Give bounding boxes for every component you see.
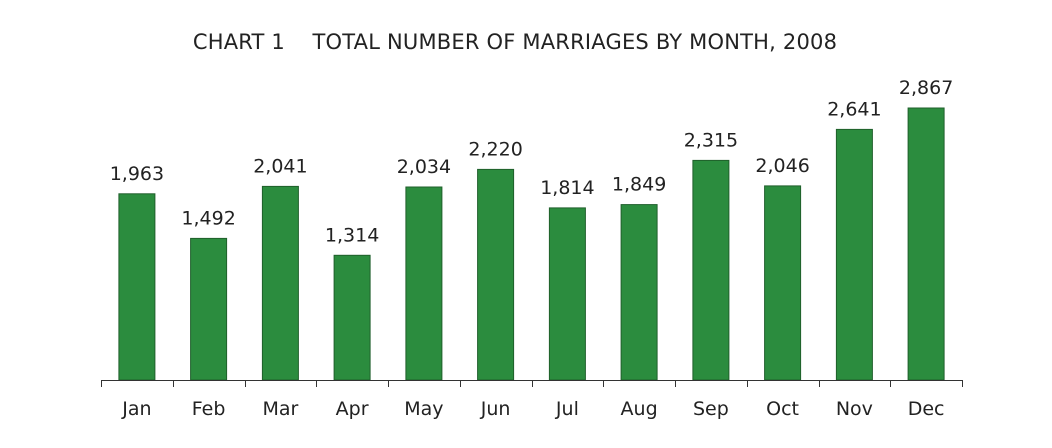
bar-value-label: 1,963 (110, 163, 164, 185)
x-tick-label: Jun (480, 398, 511, 420)
bars-group (118, 107, 945, 381)
x-tick-label: Oct (766, 398, 799, 420)
bar-nov (835, 128, 873, 381)
labels-group: 1,963 Jan 1,492 Feb 2,041 Mar 1,314 Apr 2,034 May… (110, 77, 954, 420)
bar-jul (548, 207, 586, 381)
x-tick-label: May (404, 398, 443, 420)
x-tick-label: Mar (262, 398, 298, 420)
bar-apr (333, 254, 371, 381)
bar-value-label: 1,314 (325, 224, 379, 246)
bar-oct (764, 185, 802, 381)
bar-value-label: 2,315 (684, 129, 738, 151)
bar-may (405, 186, 443, 381)
x-tick-label: Jan (121, 398, 151, 420)
bar-value-label: 2,220 (468, 138, 522, 160)
x-tick-label: Jul (555, 398, 579, 420)
x-tick-label: Apr (336, 398, 369, 420)
bar-value-label: 2,867 (899, 77, 953, 99)
bar-aug (620, 204, 658, 381)
x-tick-label: Nov (836, 398, 873, 420)
bar-value-label: 2,641 (827, 98, 881, 120)
x-tick-label: Aug (621, 398, 658, 420)
x-axis (101, 380, 963, 387)
bar-value-label: 2,041 (253, 155, 307, 177)
x-tick-label: Feb (192, 398, 226, 420)
bar-value-label: 2,034 (397, 156, 451, 178)
bar-sep (692, 159, 730, 381)
bar-value-label: 1,492 (181, 207, 235, 229)
x-tick-label: Dec (908, 398, 945, 420)
bar-value-label: 1,849 (612, 174, 666, 196)
bar-jan (118, 193, 156, 381)
bar-dec (907, 107, 945, 381)
x-tick-label: Sep (693, 398, 729, 420)
bar-jun (477, 168, 515, 381)
chart-title: CHART 1 TOTAL NUMBER OF MARRIAGES BY MON… (192, 30, 838, 54)
bar-feb (190, 237, 228, 381)
bar-value-label: 2,046 (755, 155, 809, 177)
bar-mar (261, 185, 299, 381)
bar-value-label: 1,814 (540, 177, 594, 199)
